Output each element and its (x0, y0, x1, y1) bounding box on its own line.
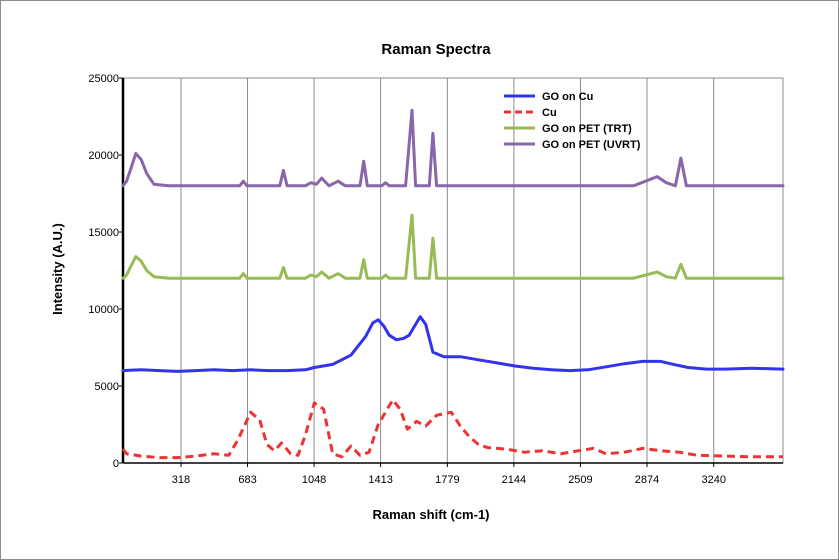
axes (119, 77, 784, 467)
grid-lines (180, 78, 715, 463)
x-tick-label-8: 3240 (701, 474, 725, 486)
x-tick-label-2: 1048 (302, 474, 326, 486)
legend-label-0: GO on Cu (542, 91, 593, 103)
legend: GO on Cu Cu GO on PET (TRT) GO on PET (UVRT… (504, 91, 641, 151)
y-tick-label-1: 5000 (95, 381, 119, 393)
x-tick-label-1: 683 (238, 474, 256, 486)
x-tick-label-5: 2144 (502, 474, 526, 486)
x-tick-label-0: 318 (172, 474, 190, 486)
series-line-0 (121, 315, 785, 373)
y-axis-title: Intensity (A.U.) (50, 223, 65, 315)
series-line-1 (121, 398, 783, 460)
x-tick-label-3: 1413 (368, 474, 392, 486)
tick-labels: 318 683 1048 1413 1779 2144 2509 2874 3240 0 5000 1… (88, 73, 726, 486)
series-line-2 (121, 213, 785, 280)
x-tick-label-4: 1779 (435, 474, 459, 486)
y-tick-label-3: 15000 (88, 227, 119, 239)
legend-label-1: Cu (542, 107, 557, 119)
legend-label-2: GO on PET (TRT) (542, 123, 632, 135)
x-axis-title: Raman shift (cm-1) (372, 507, 489, 522)
y-tick-label-4: 20000 (88, 150, 119, 162)
chart-title: Raman Spectra (381, 41, 491, 58)
x-tick-label-6: 2509 (568, 474, 592, 486)
y-tick-label-0: 0 (113, 458, 119, 470)
series-line-3 (121, 108, 785, 188)
series-lines (121, 108, 785, 460)
x-tick-label-7: 2874 (635, 474, 659, 486)
legend-label-3: GO on PET (UVRT) (542, 139, 641, 151)
y-tick-label-2: 10000 (88, 304, 119, 316)
y-tick-label-5: 25000 (88, 73, 119, 85)
